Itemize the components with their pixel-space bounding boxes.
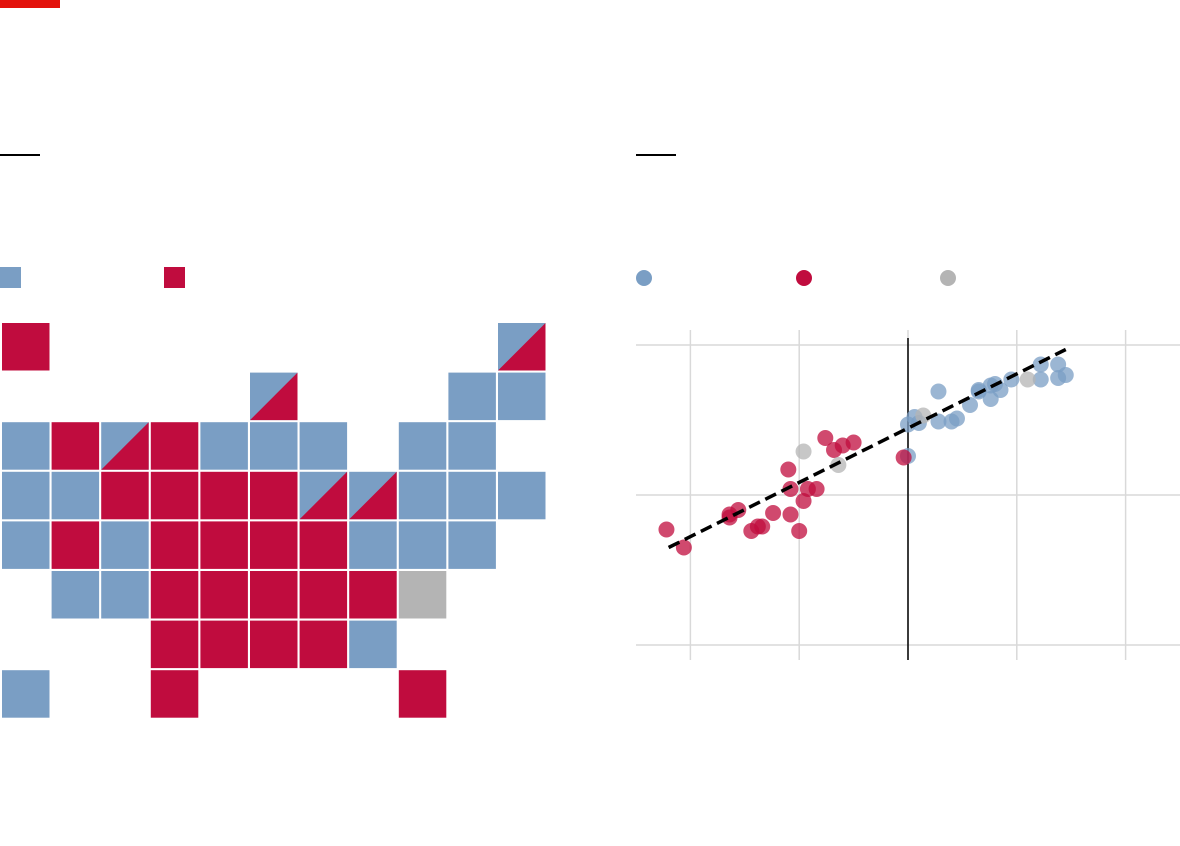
state-tile-lower: [101, 422, 149, 470]
scatter-point-blue: [930, 413, 947, 430]
state-tile-blue: [349, 620, 397, 669]
scatter-point-grey: [915, 407, 932, 424]
state-tile-lower: [498, 323, 546, 371]
scatter-point-red: [721, 509, 738, 526]
state-tile-red: [150, 670, 199, 718]
scatter-point-red: [658, 521, 675, 538]
state-tile-red: [250, 620, 298, 669]
scatter-point-blue: [1057, 367, 1074, 383]
state-tile-lower: [299, 471, 348, 520]
scatter-point-red: [780, 461, 797, 478]
state-tile-red: [51, 521, 100, 569]
scatter-point-red: [817, 430, 834, 446]
state-tile-red: [349, 571, 397, 619]
scatter-point-red: [782, 481, 799, 497]
state-tile-red: [200, 620, 248, 669]
state-tile-red: [398, 670, 447, 718]
scatter-panel-rule: [636, 154, 676, 156]
state-tile-blue: [101, 521, 149, 569]
state-tile-blue: [448, 521, 496, 569]
state-tile-blue: [398, 471, 447, 520]
state-tile-blue: [398, 422, 447, 470]
state-tile-red: [299, 571, 348, 619]
state-tile-lower: [250, 372, 298, 421]
state-tile-red: [200, 571, 248, 619]
scatter-point-red: [754, 518, 771, 535]
trend-line: [667, 347, 1067, 550]
state-tile-blue: [498, 372, 546, 421]
state-tile-blue: [250, 422, 298, 470]
scatter-point-red: [895, 449, 912, 466]
map-legend-red-swatch: [164, 267, 185, 288]
state-tile-red: [250, 471, 298, 520]
state-tile-blue: [498, 471, 546, 520]
state-tile-blue: [200, 422, 248, 470]
series-grey: [795, 371, 1036, 473]
state-tile-red: [2, 323, 50, 371]
scatter-point-grey: [1019, 371, 1036, 388]
state-tile-split: [349, 471, 397, 520]
state-tile-red: [200, 471, 248, 520]
map-legend-blue-swatch: [0, 267, 21, 288]
state-tile-red: [299, 620, 348, 669]
scatter-legend-blue-dot: [636, 270, 652, 286]
scatter-point-red: [795, 493, 812, 509]
state-tile-blue: [51, 471, 100, 520]
state-tile-red: [150, 422, 199, 470]
scatter-point-blue: [948, 410, 965, 427]
scatter-point-red: [845, 434, 862, 451]
state-tile-blue: [448, 471, 496, 520]
state-tile-red: [150, 471, 199, 520]
state-tile-red: [200, 521, 248, 569]
state-tile-split: [250, 372, 298, 421]
state-tile-blue: [299, 422, 348, 470]
scatter-point-blue: [1032, 371, 1049, 388]
state-tile-blue: [2, 422, 50, 470]
scatter-point-blue: [992, 382, 1009, 398]
state-tile-split: [299, 471, 348, 520]
scatter-point-grey: [830, 457, 847, 473]
scatter-point-red: [808, 481, 825, 497]
state-tile-grey: [398, 571, 447, 619]
scatter-legend-grey-dot: [940, 270, 956, 286]
scatter-point-red: [765, 505, 782, 521]
state-tile-red: [250, 521, 298, 569]
scatter-point-blue: [930, 383, 947, 400]
scatter-point-red: [782, 506, 799, 523]
scatter-point-grey: [795, 443, 812, 460]
state-tile-lower: [349, 471, 397, 520]
scatter-point-red: [791, 523, 808, 539]
state-tile-blue: [349, 521, 397, 569]
state-tile-blue: [448, 422, 496, 470]
scatter-plot: [636, 330, 1180, 660]
brand-bar: [0, 0, 60, 8]
state-tile-red: [150, 620, 199, 669]
state-tile-blue: [448, 372, 496, 421]
map-panel-rule: [0, 154, 40, 156]
state-tile-red: [51, 422, 100, 470]
state-tile-red: [150, 521, 199, 569]
state-tile-red: [150, 571, 199, 619]
state-tile-blue: [51, 571, 100, 619]
state-tile-split: [498, 323, 546, 371]
state-tile-blue: [101, 571, 149, 619]
scatter-legend-red-dot: [796, 270, 812, 286]
state-tile-blue: [398, 521, 447, 569]
state-tile-blue: [2, 670, 50, 718]
state-tile-blue: [2, 471, 50, 520]
state-tile-red: [250, 571, 298, 619]
state-tile-split: [101, 422, 149, 470]
state-tile-red: [101, 471, 149, 520]
state-tile-red: [299, 521, 348, 569]
series-red: [658, 430, 912, 556]
tile-map: [2, 323, 546, 718]
state-tile-blue: [2, 521, 50, 569]
